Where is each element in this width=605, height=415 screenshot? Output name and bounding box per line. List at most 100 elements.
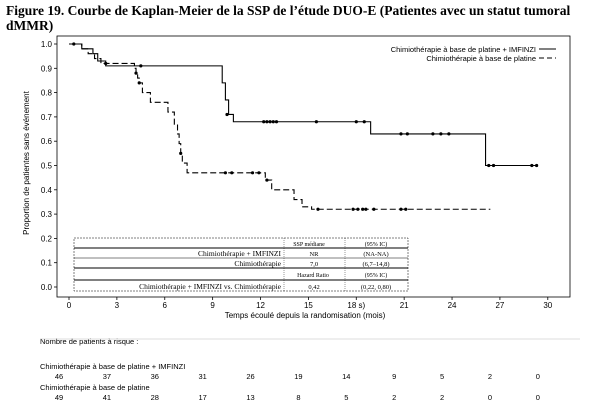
censor-mark-series-1 [265,120,269,124]
censor-mark-series-2 [404,207,408,211]
censor-mark-series-2 [265,178,269,182]
legend-label-2: Chimiothérapie à base de platine [426,54,536,63]
risk-count: 0 [488,393,492,402]
x-tick-label: 15 [304,301,313,310]
y-axis-label: Proportion de patientes sans événement [22,90,31,234]
risk-group-label-2: Chimiothérapie à base de platine [40,383,150,392]
y-tick-label: 0.0 [41,283,53,292]
y-tick-label: 1.0 [41,40,53,49]
stats-row-ci: (6,7–14,8) [362,261,389,268]
risk-count: 46 [55,372,63,381]
stats-header-hr: Hazard Ratio [297,273,329,279]
y-tick-label: 0.4 [41,186,53,195]
censor-mark-series-2 [361,207,365,211]
censor-mark-series-1 [314,120,318,124]
risk-count: 28 [151,393,159,402]
x-tick-label: 21 [400,301,409,310]
censor-mark-series-2 [223,171,228,175]
risk-table-title: Nombre de patients à risque : [40,337,138,346]
censor-mark-series-1 [487,163,491,168]
censor-mark-series-1 [268,120,272,124]
risk-count: 36 [151,372,159,381]
risk-count: 49 [55,393,63,402]
stats-row-label: Chimiothérapie + IMFINZI [198,249,281,258]
censor-mark-series-1 [530,163,534,168]
censor-mark-series-2 [372,207,376,211]
risk-table: Nombre de patients à risque : Chimiothéra… [40,337,580,402]
x-tick-label: 27 [495,301,504,310]
censor-mark-series-1 [225,112,229,117]
stats-header-median: SSP médiane [293,242,325,248]
stats-hr-label: Chimiothérapie + IMFINZI vs. Chimiothéra… [139,282,282,291]
y-tick-label: 0.1 [41,259,53,268]
risk-count: 2 [440,393,444,402]
risk-count: 5 [344,393,348,402]
stats-hr-ci: (0,22, 0,80) [361,284,391,291]
stats-row-median: 7,0 [310,261,318,268]
risk-count: 8 [296,393,300,402]
plot-border [56,35,571,298]
censor-mark-series-1 [262,120,266,124]
stats-hr-value: 0,42 [308,284,319,291]
risk-count: 13 [246,393,254,402]
censor-mark-series-2 [134,71,138,75]
censor-mark-series-2 [316,207,320,211]
risk-count: 37 [103,372,111,381]
censor-mark-series-1 [439,132,443,136]
censor-mark-series-2 [364,207,368,211]
censor-mark-series-2 [257,171,261,175]
censor-mark-series-1 [354,120,358,124]
risk-count: 14 [342,372,350,381]
risk-group-label-1: Chimiothérapie à base de platine + IMFIN… [40,362,185,371]
x-tick-label: 30 [543,301,552,310]
x-tick-label: 0 [67,301,72,310]
x-axis: 0 3 6 9 12 15 18 s) 21 24 27 30 [67,297,553,310]
risk-count: 2 [392,393,396,402]
risk-count: 31 [198,372,206,381]
risk-count: 19 [294,372,302,381]
censor-mark-series-1 [362,120,366,124]
risk-count: 0 [536,393,540,402]
risk-count: 26 [246,372,254,381]
series-line-1 [69,43,537,167]
censor-mark-series-1 [431,132,435,136]
plot-frame [56,35,571,298]
y-tick-label: 0.3 [41,210,53,219]
censor-mark-series-2 [351,207,355,211]
x-tick-label: 3 [115,301,120,310]
legend-label-1: Chimiothérapie à base de platine + IMFIN… [391,45,536,54]
x-axis-label: Temps écoulé depuis la randomisation (mo… [225,311,386,320]
stats-row-ci: (NA-NA) [363,251,388,258]
stats-row-label: Chimiothérapie [234,259,281,268]
x-tick-label: 24 [448,301,457,310]
censor-mark-series-2 [137,81,141,85]
series-line-2 [69,43,491,210]
censor-mark-series-1 [491,163,496,168]
censor-mark-series-2 [179,151,183,155]
censor-mark-series-2 [250,171,255,175]
stats-header-hr-ci: (95% IC) [365,272,388,279]
censor-mark-series-1 [271,120,275,124]
y-tick-label: 0.5 [41,162,53,171]
risk-count: 17 [198,393,206,402]
censor-mark-series-1 [399,132,403,136]
censor-mark-series-1 [535,163,539,168]
censor-mark-series-2 [230,171,234,175]
x-tick-label: 18 s) [347,301,365,310]
figure-title: Figure 19. Courbe de Kaplan-Meier de la … [6,3,571,33]
y-axis: 0.0 0.1 0.2 0.3 0.4 0.5 0.6 0.7 0.8 0.9 1.0 [41,40,57,292]
censor-mark-series-1 [274,120,279,124]
risk-count: 5 [440,372,444,381]
survival-curves [69,42,539,211]
stats-header-ci: (95% IC) [365,241,388,248]
x-tick-label: 6 [163,301,168,310]
censor-mark-series-1 [139,64,143,68]
stats-box [73,237,409,292]
risk-count: 0 [536,372,540,381]
censor-mark-series-2 [399,207,403,211]
y-tick-label: 0.8 [41,89,53,98]
stats-row-median: NR [309,251,319,258]
censor-mark-series-1 [447,132,451,136]
